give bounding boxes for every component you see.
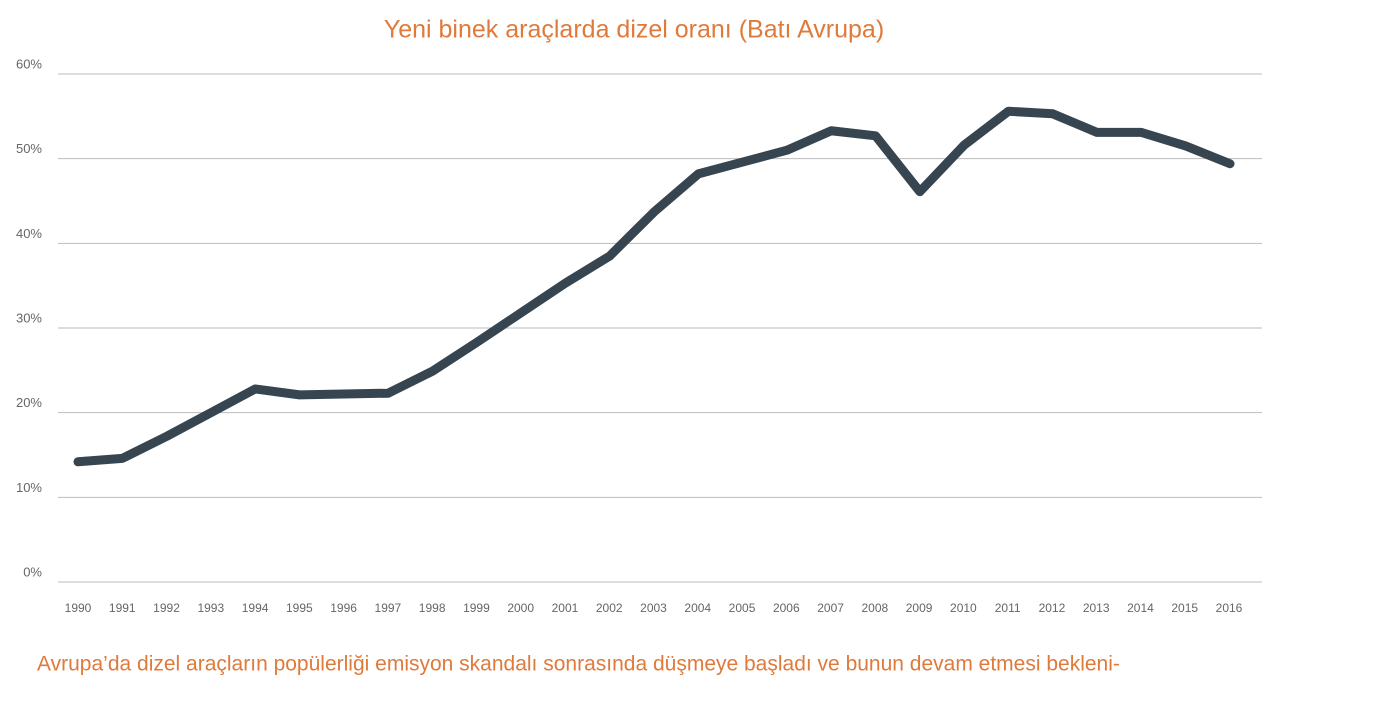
x-tick-label: 2004 [684,601,711,615]
y-tick-label: 50% [16,141,42,156]
y-tick-label: 30% [16,310,42,325]
x-tick-label: 2005 [729,601,756,615]
x-tick-label: 1994 [242,601,269,615]
x-tick-label: 2003 [640,601,667,615]
x-tick-label: 2002 [596,601,623,615]
y-tick-label: 60% [16,56,42,71]
x-tick-label: 2016 [1216,601,1243,615]
x-tick-label: 1998 [419,601,446,615]
x-tick-label: 1993 [197,601,224,615]
chart-title: Yeni binek araçlarda dizel oranı (Batı A… [384,16,884,44]
x-tick-label: 1992 [153,601,180,615]
x-tick-label: 1999 [463,601,490,615]
x-tick-label: 1997 [375,601,402,615]
y-tick-label: 40% [16,226,42,241]
x-tick-label: 1991 [109,601,136,615]
x-tick-label: 2014 [1127,601,1154,615]
x-tick-label: 2015 [1171,601,1198,615]
x-tick-label: 2001 [552,601,579,615]
y-tick-label: 0% [23,564,42,579]
data-line [73,106,1235,467]
x-tick-label: 2012 [1039,601,1066,615]
x-tick-label: 1990 [65,601,92,615]
x-tick-label: 1996 [330,601,357,615]
x-tick-label: 2007 [817,601,844,615]
y-tick-label: 10% [16,480,42,495]
x-tick-label: 2009 [906,601,933,615]
x-tick-label: 1995 [286,601,313,615]
x-tick-label: 2008 [861,601,888,615]
caption: Avrupa’da dizel araçların popülerliği em… [37,653,1120,676]
y-tick-label: 20% [16,395,42,410]
x-tick-label: 2010 [950,601,977,615]
x-tick-label: 2006 [773,601,800,615]
x-tick-label: 2013 [1083,601,1110,615]
x-tick-label: 2000 [507,601,534,615]
x-tick-label: 2011 [995,601,1021,615]
